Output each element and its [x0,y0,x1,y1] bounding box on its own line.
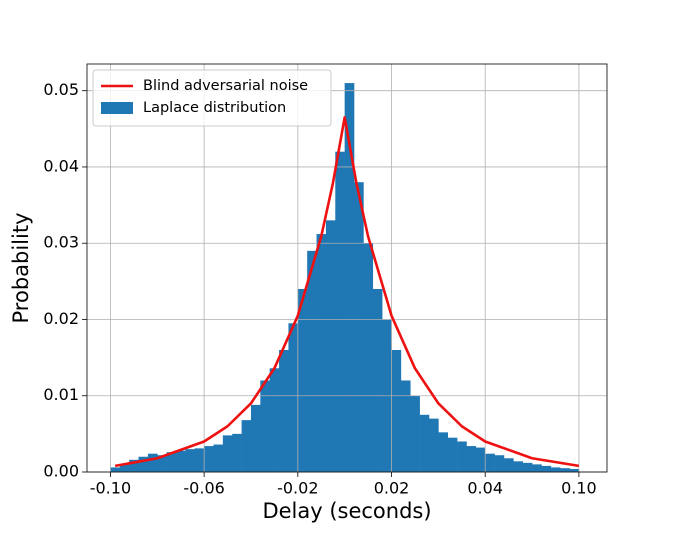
y-tick-label: 0.00 [43,462,79,481]
histogram-bar [138,456,149,472]
histogram-bar [279,349,289,472]
histogram-bar [260,380,271,472]
x-tick-label: 0.10 [561,479,597,498]
legend-box [92,69,332,127]
legend-label: Laplace distribution [143,100,286,116]
y-tick-label: 0.04 [43,156,79,175]
histogram-bar [325,220,336,472]
x-tick-label: -0.10 [90,479,131,498]
y-tick-label: 0.01 [43,385,79,404]
histogram-bar [129,459,139,472]
histogram-bar [428,418,439,472]
plot-frame [86,63,608,473]
x-tick-label: -0.06 [183,479,224,498]
histogram-bar [185,449,196,472]
histogram-bar [391,349,402,472]
y-axis-label: Probability [9,212,33,323]
histogram-bar [269,368,280,472]
histogram-bar [363,243,374,472]
histogram-bar [513,461,523,472]
histogram-bar [307,250,317,472]
histogram-bar [419,414,430,472]
histogram-bar [354,182,364,472]
histogram-bar [232,433,242,472]
histogram-bar [176,450,186,472]
histogram-bar [213,444,224,472]
histogram-bar [344,83,355,472]
histogram-bar [204,446,214,472]
histogram-bar [335,151,345,472]
histogram-bar [532,464,542,472]
histogram-bar [157,455,167,472]
histogram-bar [316,234,327,472]
histogram-bar [372,288,383,472]
histogram-bar [560,468,570,472]
x-tick-label: 0.02 [374,479,410,498]
histogram-bar [447,437,458,472]
histogram-bar [222,435,233,472]
histogram-bar [166,452,177,472]
histogram-bar [475,447,486,472]
histogram-bar [485,453,495,472]
y-tick-label: 0.03 [43,233,79,252]
histogram-bar [503,458,514,472]
histogram-bar [288,323,299,472]
histogram-bar [522,462,533,472]
histogram-bar [241,420,252,472]
x-tick-label: -0.02 [277,479,318,498]
histogram-bar [400,380,411,472]
x-tick-label: 0.04 [467,479,503,498]
histogram-bar [569,468,580,472]
histogram-bar [494,455,505,472]
y-tick-label: 0.05 [43,80,79,99]
histogram-bar [541,465,552,472]
line-series [114,116,580,468]
histogram-bar [438,432,449,472]
histogram-bar [457,441,467,472]
x-axis-label: Delay (seconds) [262,499,431,523]
histogram-bar [119,464,130,472]
histogram-bar [110,467,121,472]
histogram-bar [250,404,261,472]
histogram-bar [410,395,420,472]
histogram-bar [466,446,477,472]
histogram-bar [550,467,561,472]
histogram-bar [194,448,205,472]
legend-swatch [101,102,133,114]
legend-label: Blind adversarial noise [143,78,308,94]
histogram-bar [147,453,158,472]
y-tick-label: 0.02 [43,309,79,328]
histogram-bar [297,288,308,472]
